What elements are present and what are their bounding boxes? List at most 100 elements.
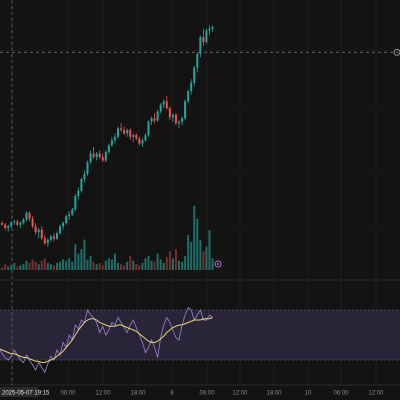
candle-body (120, 128, 123, 131)
volume-bar (156, 253, 159, 270)
volume-bar (123, 265, 126, 270)
candle (83, 170, 86, 183)
volume-bar (22, 264, 25, 270)
candle (150, 116, 153, 125)
time-axis-tick: 06:00 (60, 391, 76, 397)
time-axis[interactable]: 06:00 12:00 18:00 8 06:00 12:00 18:00 10 06:00 12… (60, 391, 384, 397)
candle (129, 128, 132, 141)
candle-body (95, 153, 98, 158)
volume-bar (104, 260, 107, 270)
volume-bar (13, 263, 16, 270)
volume-bar (4, 264, 7, 270)
candle (132, 133, 135, 142)
candle (113, 133, 116, 144)
crosshair (0, 0, 400, 385)
candle-body (56, 233, 58, 239)
candle (19, 221, 22, 229)
candle (7, 224, 10, 232)
volume-bar (144, 258, 147, 270)
candle (168, 106, 171, 120)
candle-body (34, 226, 37, 233)
volume-bar (37, 264, 40, 270)
volume-bar (193, 205, 196, 270)
candle-body (49, 236, 52, 240)
candle (31, 216, 34, 229)
candle-body (71, 209, 74, 215)
candle-body (199, 37, 202, 55)
volume-bar (129, 256, 132, 270)
candle (80, 177, 83, 193)
candle-body (178, 121, 180, 124)
candle-body (162, 101, 165, 105)
candle (104, 150, 107, 163)
volume-bar (62, 259, 65, 270)
volume-bar (132, 260, 135, 270)
candle-body (117, 128, 119, 137)
volume-bar (16, 266, 19, 270)
candle-body (135, 135, 138, 139)
candle-body (168, 108, 171, 118)
volume-bar (19, 265, 22, 270)
volume-bar (165, 257, 168, 270)
candle-body (4, 224, 7, 229)
volume-bar (34, 261, 37, 270)
pane-separators (0, 279, 400, 386)
time-axis-tick: 18:00 (266, 391, 282, 397)
candle-body (184, 101, 187, 119)
volume-bar (135, 264, 138, 270)
time-axis-tick: 12:00 (95, 391, 111, 397)
volume-bar (126, 261, 129, 270)
volume-bar (168, 251, 171, 270)
candle-body (190, 82, 193, 92)
cursor-time-label: 2025-05-07 19:15 (0, 387, 50, 397)
candle-body (40, 229, 43, 239)
time-axis-tick: 10 (305, 391, 312, 397)
candle (117, 126, 119, 139)
candle-body (101, 157, 104, 161)
volume-bar (46, 263, 49, 270)
candle-body (19, 222, 22, 225)
volume-bar (138, 265, 141, 270)
oscillator-line (0, 306, 213, 374)
price-level-marker[interactable] (393, 48, 400, 56)
markers (214, 48, 400, 268)
volume-bar (89, 256, 92, 270)
volume-bar (80, 249, 83, 270)
candle (135, 133, 138, 141)
candle (162, 99, 165, 109)
candle (74, 194, 77, 212)
candle-body (205, 30, 208, 43)
candle (141, 138, 144, 147)
candle (159, 103, 162, 114)
volume-bars (0, 205, 214, 270)
candle-body (150, 118, 153, 122)
candle (196, 52, 199, 73)
volume-bar (184, 256, 187, 270)
candle-body (104, 152, 107, 161)
volume-bar (150, 260, 153, 270)
candle (147, 119, 150, 137)
candle-body (181, 118, 184, 122)
volume-bar (98, 263, 101, 270)
candle (49, 234, 52, 242)
candle (37, 228, 40, 239)
volume-bar (178, 260, 180, 270)
candle (107, 143, 110, 154)
volume-bar (181, 261, 184, 270)
volume-event-marker[interactable] (214, 260, 222, 268)
candle (199, 35, 202, 58)
candle (62, 221, 65, 230)
candle (77, 187, 80, 200)
candle-body (153, 118, 156, 121)
candle (71, 207, 74, 217)
volume-bar (68, 258, 71, 270)
volume-bar (28, 263, 31, 270)
cursor-time-label-text: 2025-05-07 19:15 (2, 391, 50, 397)
volume-bar (92, 261, 95, 270)
candle-body (37, 229, 40, 233)
candle (16, 219, 19, 227)
volume-bar (153, 261, 156, 270)
candle (165, 96, 168, 110)
time-axis-tick: 8 (170, 391, 174, 397)
